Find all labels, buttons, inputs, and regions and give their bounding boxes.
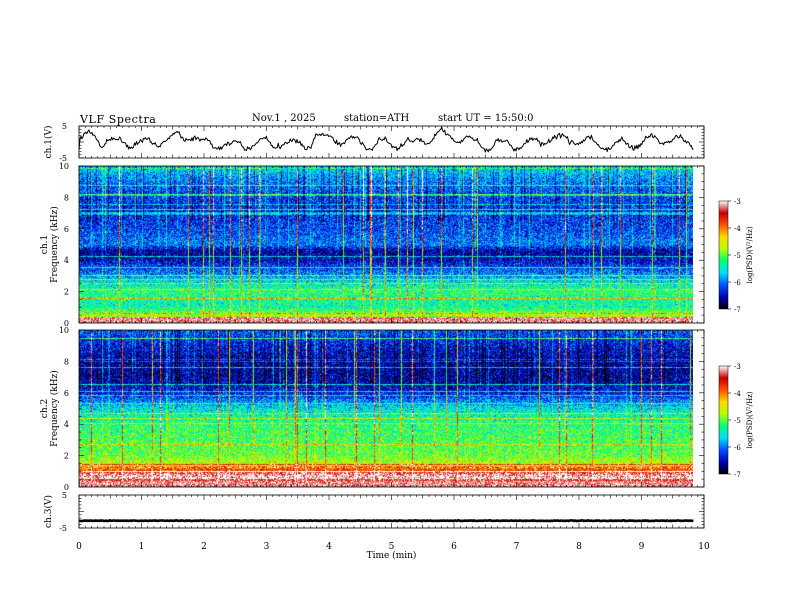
ch2-spectrogram-ytick-4: 4 bbox=[64, 420, 69, 429]
start-time-label: start UT = 15:50:0 bbox=[438, 113, 534, 124]
ch2-spectrogram-image bbox=[79, 330, 693, 487]
ch1-spectrogram-colorbar-title: log(PSD)(V²/Hz) bbox=[746, 226, 754, 283]
ch1-spectrogram-colorbar-label--5: -5 bbox=[734, 252, 741, 260]
ch1-spectrogram-colorbar-label--6: -6 bbox=[734, 279, 741, 287]
xtick-3: 3 bbox=[264, 542, 270, 552]
xtick-2: 2 bbox=[201, 542, 207, 552]
ch3-waveform-ticks bbox=[78, 494, 705, 529]
ch2-spectrogram-colorbar bbox=[718, 365, 729, 475]
ch1-spectrogram-ylabel: Frequency (kHz) bbox=[49, 206, 60, 283]
ch1-spectrogram-channel-label: ch.1 bbox=[40, 235, 50, 254]
ch2-spectrogram-colorbar-label--6: -6 bbox=[734, 444, 741, 452]
date-label: Nov.1 , 2025 bbox=[252, 113, 316, 124]
ch3-waveform-ytick-bottom: -5 bbox=[59, 524, 67, 533]
xtick-5: 5 bbox=[389, 542, 395, 552]
xtick-6: 6 bbox=[451, 542, 457, 552]
ch3-waveform-ylabel: ch.3(V) bbox=[43, 495, 54, 528]
ch2-spectrogram-colorbar-label--4: -4 bbox=[734, 390, 741, 398]
ch2-spectrogram-frame bbox=[78, 329, 705, 488]
ch3-waveform-ytick-top: 5 bbox=[62, 491, 67, 500]
ch1-waveform-ticks bbox=[78, 125, 705, 159]
ch1-spectrogram-colorbar-label--7: -7 bbox=[734, 306, 741, 314]
ch2-spectrogram-channel-label: ch.2 bbox=[40, 399, 50, 418]
ch2-spectrogram-ytick-8: 8 bbox=[64, 357, 69, 366]
ch2-spectrogram-colorbar-title: log(PSD)(V²/Hz) bbox=[746, 391, 754, 448]
ch3-waveform-frame bbox=[78, 494, 705, 529]
xtick-9: 9 bbox=[639, 542, 645, 552]
ch1-waveform-frame bbox=[78, 125, 705, 159]
ch2-spectrogram-ytick-6: 6 bbox=[64, 389, 69, 398]
xtick-4: 4 bbox=[326, 542, 332, 552]
ch1-spectrogram-ytick-10: 10 bbox=[59, 162, 69, 171]
chart-title: VLF Spectra bbox=[80, 113, 157, 126]
xtick-0: 0 bbox=[76, 542, 82, 552]
ch2-spectrogram-colorbar-label--5: -5 bbox=[734, 417, 741, 425]
ch1-spectrogram-ytick-2: 2 bbox=[64, 288, 69, 297]
ch2-spectrogram-ylabel: Frequency (kHz) bbox=[49, 370, 60, 447]
ch2-spectrogram-colorbar-label--3: -3 bbox=[734, 363, 741, 371]
ch1-waveform-trace bbox=[78, 126, 694, 153]
xtick-1: 1 bbox=[139, 542, 145, 552]
xtick-7: 7 bbox=[514, 542, 520, 552]
station-label: station=ATH bbox=[344, 113, 410, 124]
ch1-waveform-ytick-top: 5 bbox=[62, 122, 67, 131]
ch1-spectrogram-image bbox=[79, 166, 693, 323]
ch1-waveform-ytick-bottom: -5 bbox=[59, 154, 67, 163]
ch1-spectrogram-colorbar-label--4: -4 bbox=[734, 225, 741, 233]
ch1-spectrogram-ytick-8: 8 bbox=[64, 193, 69, 202]
ch3-waveform-trace bbox=[78, 518, 694, 523]
xtick-10: 10 bbox=[698, 542, 710, 552]
ch2-spectrogram-ytick-2: 2 bbox=[64, 452, 69, 461]
ch1-spectrogram-frame bbox=[78, 165, 705, 324]
ch2-spectrogram-ytick-10: 10 bbox=[59, 326, 69, 335]
ch2-spectrogram-ytick-0: 0 bbox=[64, 483, 69, 492]
ch1-spectrogram-ytick-4: 4 bbox=[64, 256, 69, 265]
ch1-spectrogram-colorbar bbox=[718, 200, 729, 310]
ch1-spectrogram-ytick-6: 6 bbox=[64, 225, 69, 234]
ch1-spectrogram-ytick-0: 0 bbox=[64, 319, 69, 328]
xtick-8: 8 bbox=[576, 542, 582, 552]
ch1-waveform-ylabel: ch.1(V) bbox=[43, 126, 54, 159]
x-axis-title: Time (min) bbox=[367, 550, 417, 561]
ch2-spectrogram-colorbar-label--7: -7 bbox=[734, 471, 741, 479]
ch1-spectrogram-colorbar-label--3: -3 bbox=[734, 198, 741, 206]
